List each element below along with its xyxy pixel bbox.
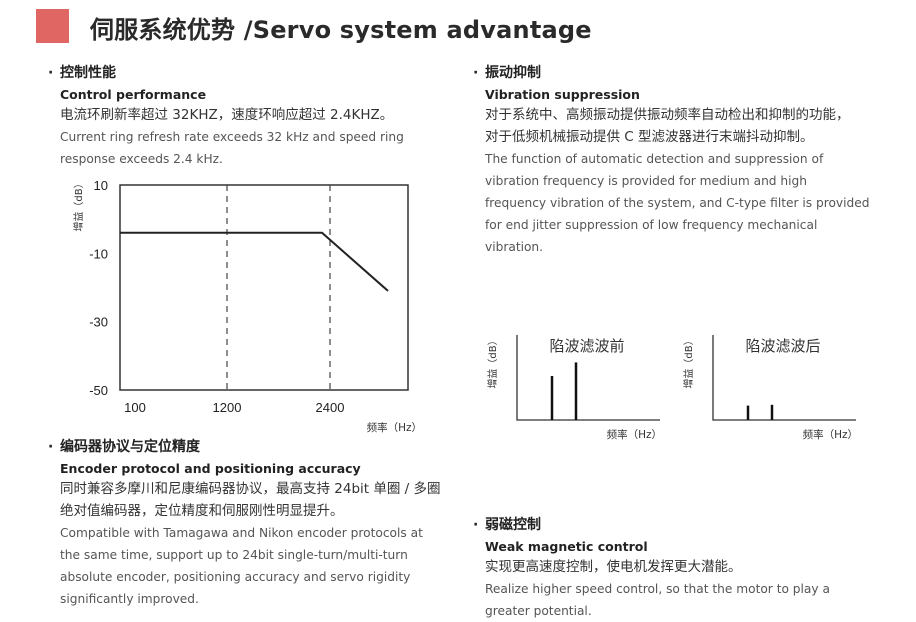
section-heading: · 振动抑制: [473, 62, 873, 82]
x-axis-label: 频率（Hz）: [367, 421, 422, 434]
section-title-zh: 振动抑制: [485, 65, 541, 81]
bullet: ·: [48, 65, 54, 81]
chart-before-notch-svg: 陷波滤波前 频率（Hz） 增益（dB）: [486, 335, 662, 441]
bullet: ·: [473, 65, 479, 81]
section-title-zh: 控制性能: [60, 65, 116, 81]
section-weak-magnetic: · 弱磁控制 Weak magnetic control 实现更高速度控制，使电机…: [473, 514, 873, 622]
section-title-en: Vibration suppression: [485, 87, 640, 102]
section-title-en: Weak magnetic control: [485, 539, 648, 554]
header-accent-block: [36, 9, 69, 43]
y-tick-label: -50: [89, 383, 108, 398]
plot-frame: [119, 184, 409, 391]
section-title-zh: 编码器协议与定位精度: [60, 439, 200, 455]
axes: [712, 335, 856, 421]
bullet: ·: [48, 439, 54, 455]
section-heading: · 弱磁控制: [473, 514, 873, 534]
chart-title: 陷波滤波后: [745, 337, 820, 355]
section-text-en: Current ring refresh rate exceeds 32 kHz…: [60, 130, 404, 166]
section-text-zh: 电流环刷新率超过 32KHZ，速度环响应超过 2.4KHZ。: [60, 107, 394, 123]
x-axis-label: 频率（Hz）: [803, 428, 858, 441]
y-axis-label: 增益（dB）: [486, 335, 499, 388]
axes: [516, 335, 660, 421]
section-encoder-protocol: · 编码器协议与定位精度 Encoder protocol and positio…: [48, 436, 448, 610]
section-title-en: Encoder protocol and positioning accurac…: [60, 461, 361, 476]
y-tick-label: 10: [94, 178, 108, 193]
x-tick-label: 100: [124, 400, 146, 415]
chart-after-notch: 陷波滤波后 频率（Hz） 增益（dB）: [678, 330, 868, 445]
section-vibration-suppression: · 振动抑制 Vibration suppression 对于系统中、高频振动提供…: [473, 62, 873, 258]
section-text-zh: 同时兼容多摩川和尼康编码器协议，最高支持 24bit 单圈 / 多圈绝对值编码器…: [60, 481, 441, 519]
chart-frequency-response: 10 -10 -30 -50 100 1200 2400 频率（Hz） 增益（d…: [60, 175, 440, 437]
y-tick-label: -10: [89, 246, 108, 261]
section-title-zh: 弱磁控制: [485, 517, 541, 533]
section-text-en: The function of automatic detection and …: [485, 152, 870, 254]
section-text-zh: 对于系统中、高频振动提供振动频率自动检出和抑制的功能，对于低频机械振动提供 C …: [485, 107, 850, 145]
chart-frequency-response-svg: 10 -10 -30 -50 100 1200 2400 频率（Hz） 增益（d…: [72, 178, 422, 434]
chart-before-notch: 陷波滤波前 频率（Hz） 增益（dB）: [482, 330, 672, 445]
x-axis-label: 频率（Hz）: [607, 428, 662, 441]
y-axis-label: 增益（dB）: [682, 335, 695, 388]
section-text-en: Realize higher speed control, so that th…: [485, 582, 830, 618]
x-tick-label: 2400: [316, 400, 345, 415]
section-title-en: Control performance: [60, 87, 207, 102]
section-text-en: Compatible with Tamagawa and Nikon encod…: [60, 526, 423, 606]
x-tick-label: 1200: [213, 400, 242, 415]
page-title: 伺服系统优势 /Servo system advantage: [90, 16, 592, 44]
y-tick-label: -30: [89, 315, 108, 330]
section-heading: · 控制性能: [48, 62, 448, 82]
section-text-zh: 实现更高速度控制，使电机发挥更大潜能。: [485, 559, 742, 575]
chart-title: 陷波滤波前: [549, 337, 624, 355]
series-line: [120, 231, 389, 292]
y-axis-label: 增益（dB）: [72, 178, 85, 231]
bullet: ·: [473, 517, 479, 533]
section-control-performance: · 控制性能 Control performance 电流环刷新率超过 32KHZ…: [48, 62, 448, 170]
chart-after-notch-svg: 陷波滤波后 频率（Hz） 增益（dB）: [682, 335, 858, 441]
section-heading: · 编码器协议与定位精度: [48, 436, 448, 456]
